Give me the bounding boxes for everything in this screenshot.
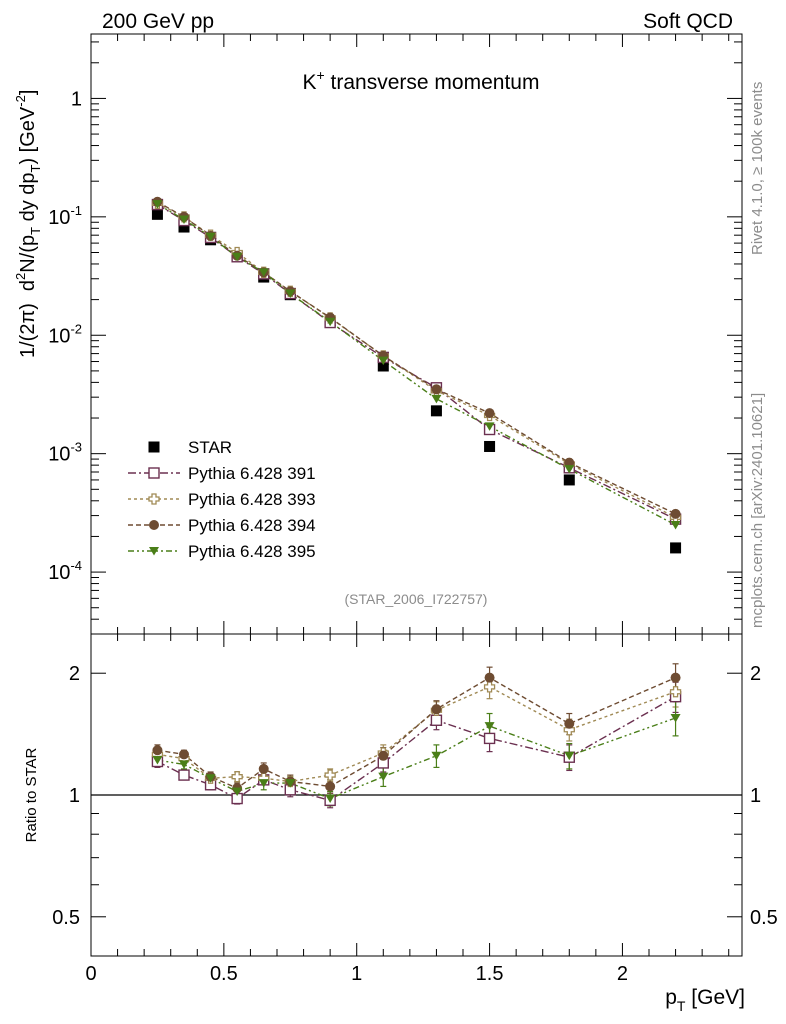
main-data-point <box>377 360 389 372</box>
main-y-axis-label: 1/(2π)d2N/(pT dy dpT) [GeV-2] <box>13 90 43 358</box>
main-data-point <box>563 474 575 486</box>
legend-marker <box>148 467 160 479</box>
ratio-data-point <box>669 686 682 698</box>
main-data-point <box>178 221 190 233</box>
ratio-y-tick-label-right: 0.5 <box>750 907 778 929</box>
ratio-series-line <box>157 686 676 783</box>
main-series-line <box>157 203 676 520</box>
ratio-data-point <box>483 681 496 693</box>
ratio-axes: 0 0.5 1 1.5 2 0.5 0.5 1 1 2 2 <box>52 634 778 985</box>
x-tick-label: 2 <box>617 963 628 985</box>
mcplots-label: mcplots.cern.ch [arXiv:2401.10621] <box>749 393 766 628</box>
ratio-plot-marks <box>151 663 682 809</box>
ratio-series-line <box>157 676 676 789</box>
main-y-tick-label: 1 <box>71 88 82 110</box>
main-data-point <box>564 457 575 468</box>
legend-label: Pythia 6.428 395 <box>188 542 316 561</box>
ratio-data-point <box>564 718 575 729</box>
ratio-data-point <box>205 774 216 783</box>
main-data-point <box>484 440 496 452</box>
main-data-point <box>152 200 163 209</box>
ratio-data-point <box>258 763 269 774</box>
ratio-series-line <box>157 717 676 800</box>
ratio-data-point <box>431 704 442 715</box>
ratio-data-point <box>178 769 190 781</box>
main-data-point <box>258 268 269 277</box>
ratio-data-point <box>483 732 496 745</box>
ratio-data-point <box>484 722 495 731</box>
ratio-data-point <box>484 672 495 683</box>
ratio-data-point <box>179 749 189 760</box>
legend-marker <box>148 441 160 453</box>
ratio-data-point <box>670 672 681 683</box>
main-data-point <box>431 384 442 395</box>
ratio-data-point <box>670 713 681 723</box>
main-data-point <box>431 394 442 404</box>
ratio-y-tick-label: 1 <box>69 785 80 807</box>
main-plot-marks <box>151 196 682 554</box>
ratio-data-point <box>564 751 575 761</box>
x-axis-label: pT [GeV] <box>665 986 745 1014</box>
ratio-data-point <box>378 772 389 782</box>
ratio-y-axis-label: Ratio to STAR <box>23 747 40 842</box>
legend-marker <box>149 520 159 530</box>
x-tick-label: 0 <box>85 963 96 985</box>
ratio-y-tick-label-right: 1 <box>750 785 761 807</box>
main-y-tick-label: 10-3 <box>48 440 82 466</box>
analysis-watermark: (STAR_2006_I722757) <box>345 591 488 607</box>
ratio-y-tick-label: 0.5 <box>52 907 80 929</box>
main-y-tick-label: 10-4 <box>48 558 82 584</box>
x-tick-label: 1 <box>351 963 362 985</box>
legend-marker <box>148 493 160 505</box>
x-tick-label: 1.5 <box>476 963 504 985</box>
main-data-point <box>484 422 495 431</box>
header-right: Soft QCD <box>643 10 733 33</box>
main-data-point <box>285 289 296 299</box>
legend-label: Pythia 6.428 393 <box>188 490 316 509</box>
legend-marker <box>149 547 159 556</box>
main-data-point <box>564 465 575 474</box>
main-axes: 1 10-1 10-2 10-3 10-4 <box>48 34 742 635</box>
ratio-data-point <box>231 771 243 783</box>
legend-label: STAR <box>188 438 232 457</box>
main-data-point <box>670 508 681 519</box>
main-data-point <box>151 208 163 220</box>
ratio-data-point <box>324 769 336 781</box>
legend-label: Pythia 6.428 394 <box>188 516 316 535</box>
ratio-data-point <box>152 756 163 765</box>
main-data-point <box>670 520 681 530</box>
x-tick-label: 0.5 <box>210 963 238 985</box>
rivet-label: Rivet 4.1.0, ≥ 100k events <box>749 82 766 255</box>
main-data-point <box>670 542 682 554</box>
main-data-point <box>378 356 389 366</box>
ratio-y-tick-label-right: 2 <box>750 663 761 685</box>
ratio-data-point <box>232 787 243 797</box>
main-data-point <box>484 408 495 419</box>
main-y-tick-label: 10-2 <box>48 321 82 347</box>
ratio-data-point <box>285 779 296 788</box>
legend-label: Pythia 6.428 391 <box>188 464 316 483</box>
ratio-data-point <box>325 781 336 792</box>
ratio-data-point <box>258 779 269 788</box>
ratio-data-point <box>325 794 336 804</box>
ratio-data-point <box>378 750 389 761</box>
main-data-point <box>430 405 442 417</box>
plot-title: K+ transverse momentum <box>303 67 540 94</box>
main-data-point <box>325 317 336 327</box>
ratio-data-point <box>152 745 163 756</box>
main-data-point <box>232 252 243 262</box>
main-data-point <box>179 215 189 224</box>
ratio-data-point <box>431 751 442 761</box>
ratio-y-tick-label: 2 <box>69 663 80 685</box>
ratio-data-point <box>430 714 443 726</box>
header-left: 200 GeV pp <box>102 10 214 33</box>
main-data-point <box>205 232 216 242</box>
ratio-data-point <box>179 760 189 769</box>
main-y-tick-label: 10-1 <box>48 203 82 229</box>
legend: STAR Pythia 6.428 391 Pythia 6.428 393 Pyth… <box>128 438 316 561</box>
